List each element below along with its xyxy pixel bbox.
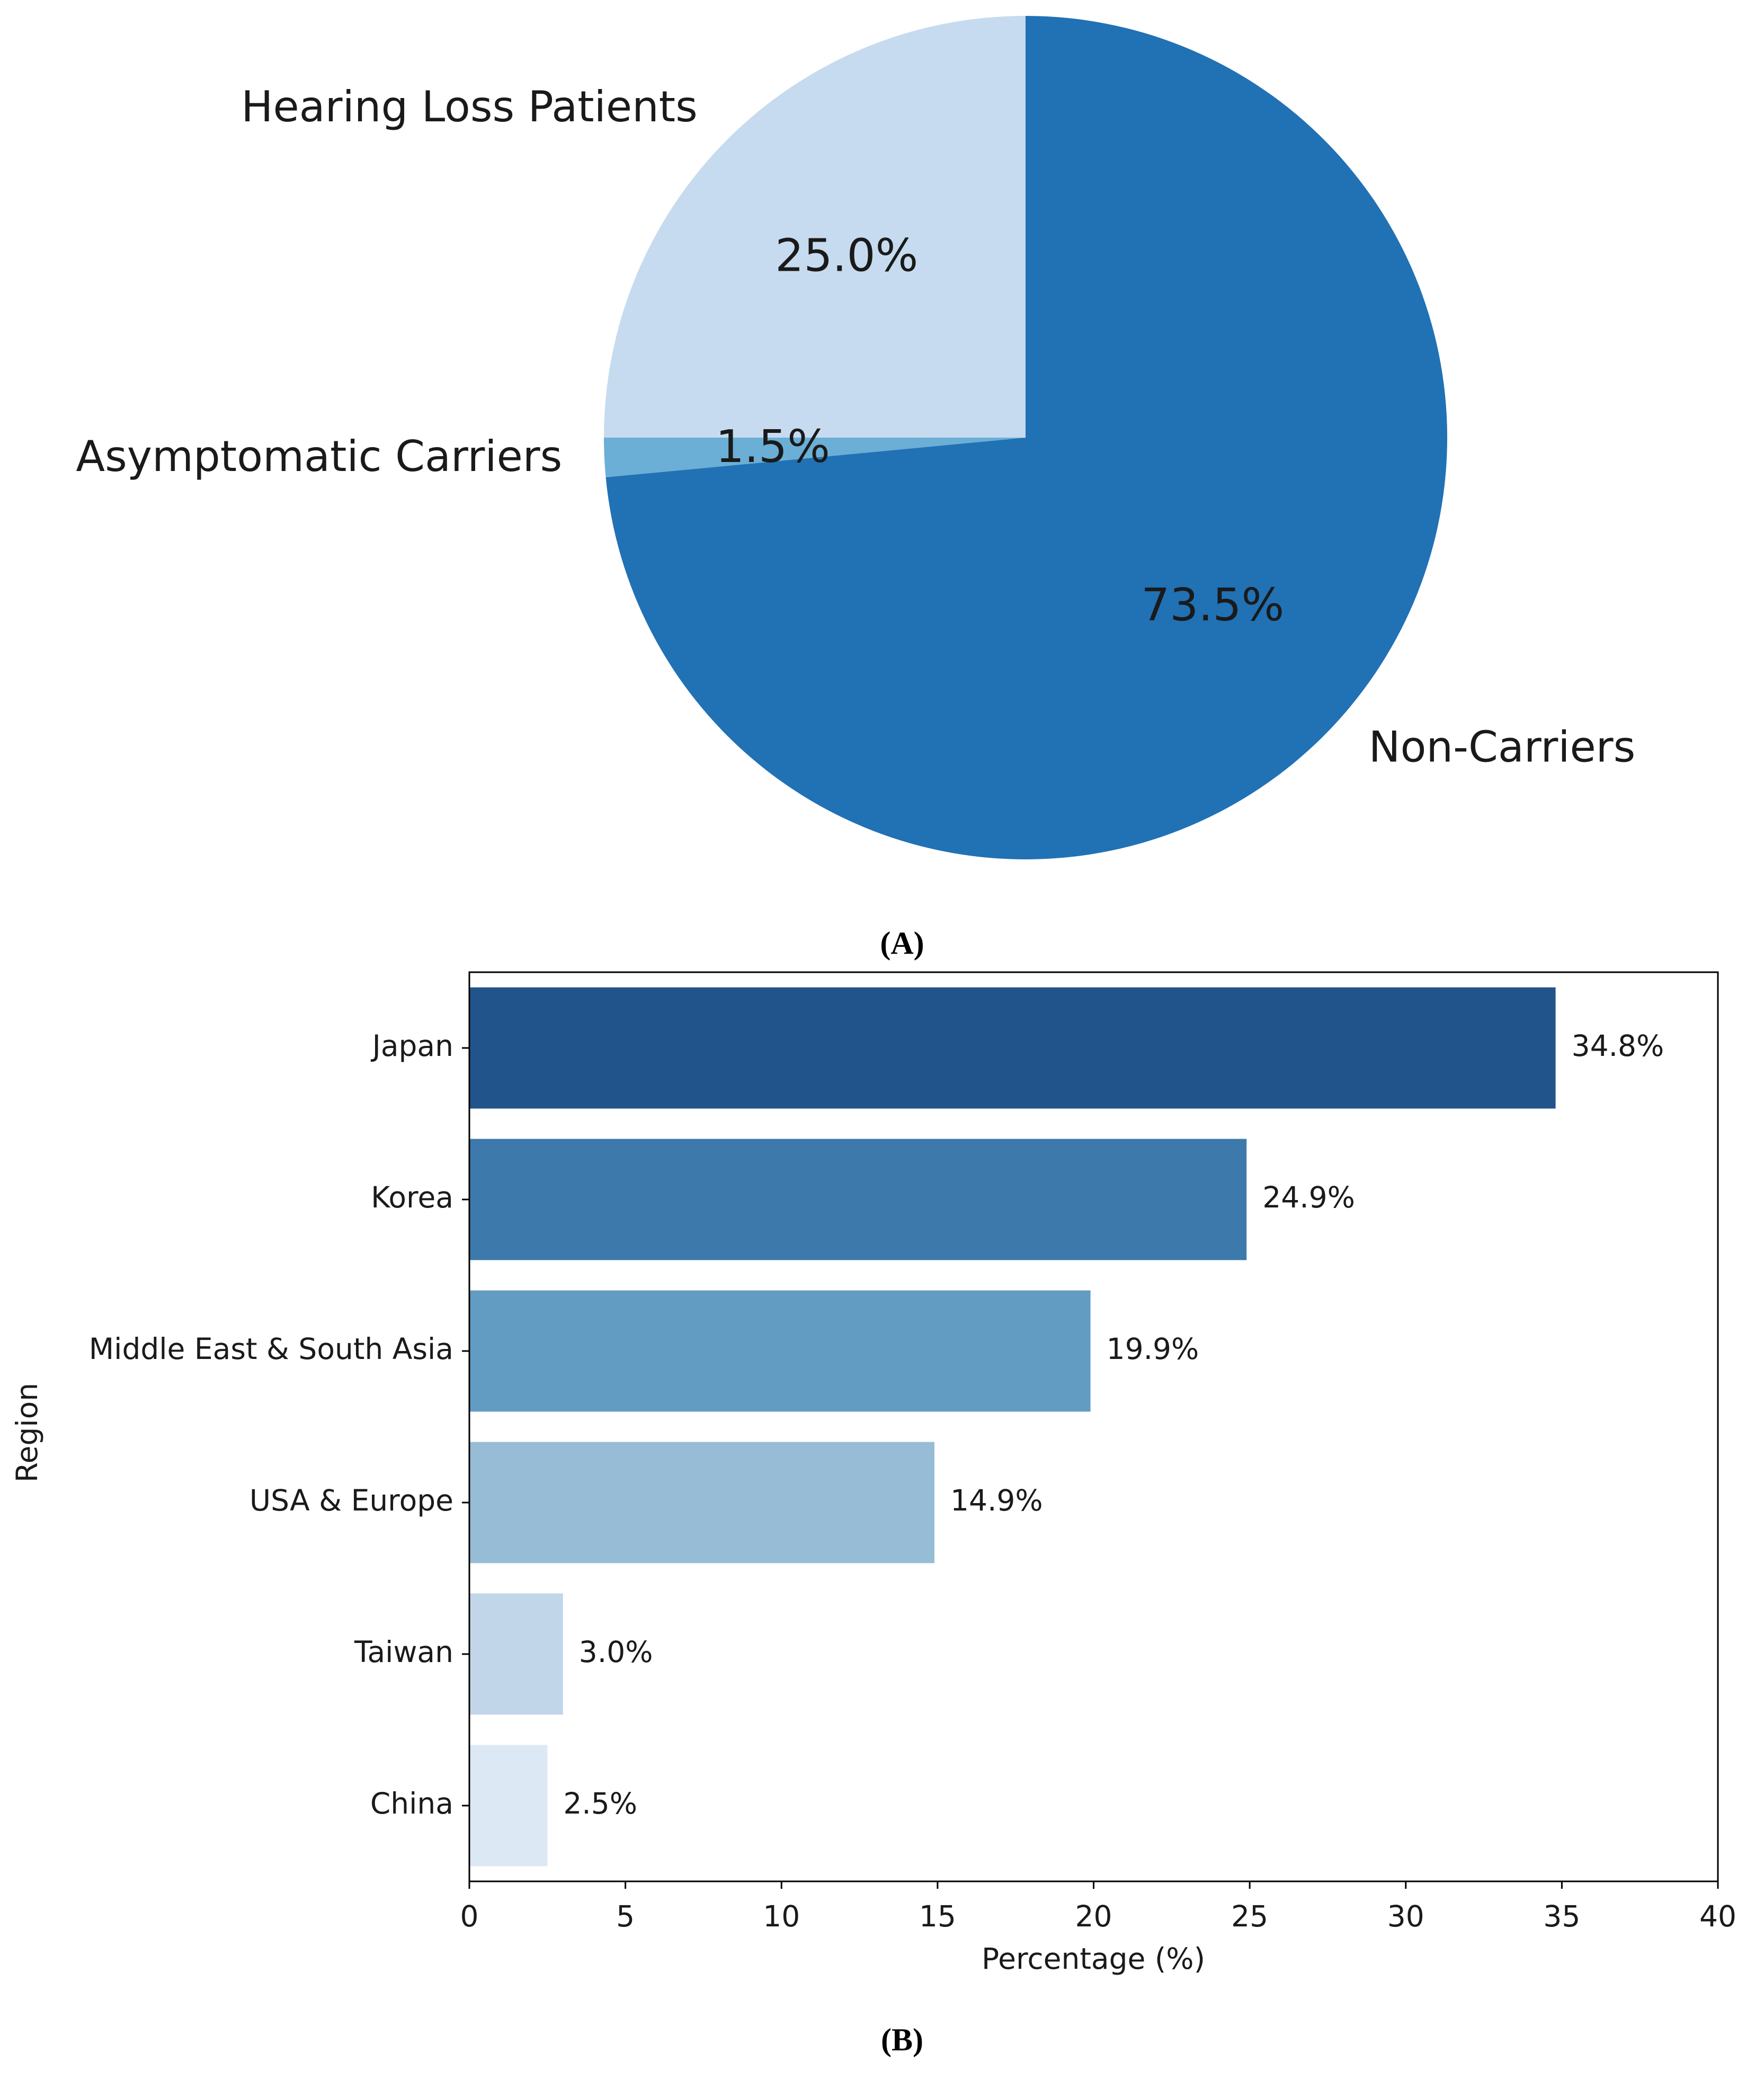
y-tick-label: Japan [371,1029,453,1063]
slice-value-label: 73.5% [1141,579,1284,632]
bar [469,1593,563,1715]
slice-label: Non-Carriers [1369,722,1636,771]
x-tick-label: 40 [1699,1899,1736,1933]
x-tick-label: 0 [460,1899,479,1933]
y-tick-label: Taiwan [354,1635,453,1669]
axes-frame [468,971,1719,1882]
x-tick-label: 15 [919,1899,956,1933]
bar [469,1745,548,1867]
y-tick-label: Korea [371,1180,453,1214]
y-tick-label: China [370,1787,453,1820]
bar [469,1290,1091,1412]
y-axis-label: Region [10,1383,44,1482]
bar-value-label: 3.0% [579,1635,653,1669]
bar-value-label: 19.9% [1107,1332,1199,1366]
bar-value-label: 34.8% [1572,1029,1664,1063]
pie-slice [605,16,1447,859]
bar [469,1442,934,1563]
bar-value-label: 2.5% [563,1787,637,1820]
bar-value-label: 14.9% [950,1483,1043,1517]
x-tick-label: 20 [1075,1899,1112,1933]
x-axis-label: Percentage (%) [982,1942,1205,1976]
y-tick-label: Middle East & South Asia [89,1332,453,1366]
pie-slice [604,16,1026,438]
y-tick-label: USA & Europe [250,1483,453,1517]
slice-value-label: 25.0% [775,230,918,282]
x-tick-label: 30 [1387,1899,1424,1933]
x-tick-label: 35 [1543,1899,1580,1933]
x-tick-label: 5 [616,1899,635,1933]
x-tick-label: 10 [763,1899,800,1933]
slice-label: Asymptomatic Carriers [76,432,562,481]
bar-value-label: 24.9% [1262,1180,1355,1214]
x-tick-label: 25 [1231,1899,1268,1933]
panel-label: (B) [881,2022,923,2057]
slice-label: Hearing Loss Patients [241,82,698,131]
bar [469,987,1556,1109]
bar [469,1139,1247,1260]
panel-label: (A) [880,926,924,961]
pie-slice [604,438,1026,477]
slice-value-label: 1.5% [716,421,830,473]
